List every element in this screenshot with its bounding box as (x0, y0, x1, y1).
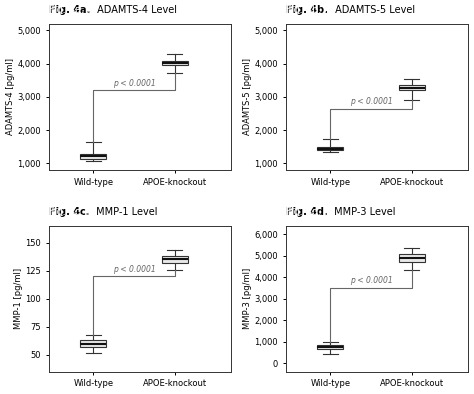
Bar (318, 345, 343, 349)
Text: MMP-3 Level: MMP-3 Level (331, 207, 396, 217)
Text: Fig. 4b. ADAMTS-5 Level: Fig. 4b. ADAMTS-5 Level (286, 5, 404, 15)
Bar (162, 256, 188, 263)
Text: p < 0.0001: p < 0.0001 (350, 276, 392, 285)
Text: Fig. 4c.: Fig. 4c. (49, 207, 89, 217)
Text: Fig. 4b.: Fig. 4b. (286, 5, 328, 15)
Bar (318, 147, 343, 151)
Text: p < 0.0001: p < 0.0001 (113, 79, 155, 87)
Text: p < 0.0001: p < 0.0001 (113, 265, 155, 274)
Y-axis label: MMP-3 [pg/ml]: MMP-3 [pg/ml] (243, 268, 252, 329)
Bar (399, 254, 425, 262)
Y-axis label: MMP-1 [pg/ml]: MMP-1 [pg/ml] (14, 268, 23, 329)
Text: Fig. 4d.: Fig. 4d. (286, 207, 328, 217)
Text: p < 0.0001: p < 0.0001 (350, 97, 392, 106)
Y-axis label: ADAMTS-5 [pg/ml]: ADAMTS-5 [pg/ml] (243, 58, 252, 136)
Text: Fig. 4a. ADAMTS-4 Level: Fig. 4a. ADAMTS-4 Level (49, 5, 167, 15)
Text: MMP-1 Level: MMP-1 Level (93, 207, 157, 217)
Text: Fig. 4a.: Fig. 4a. (49, 5, 90, 15)
Text: ADAMTS-4 Level: ADAMTS-4 Level (94, 5, 177, 15)
Bar (81, 340, 106, 347)
Bar (81, 154, 106, 159)
Text: Fig. 4d. MMP-3 Level: Fig. 4d. MMP-3 Level (286, 207, 385, 217)
Bar (162, 61, 188, 65)
Bar (399, 85, 425, 90)
Text: Fig. 4c. MMP-1 Level: Fig. 4c. MMP-1 Level (49, 207, 147, 217)
Y-axis label: ADAMTS-4 [pg/ml]: ADAMTS-4 [pg/ml] (6, 58, 15, 136)
Text: ADAMTS-5 Level: ADAMTS-5 Level (331, 5, 415, 15)
